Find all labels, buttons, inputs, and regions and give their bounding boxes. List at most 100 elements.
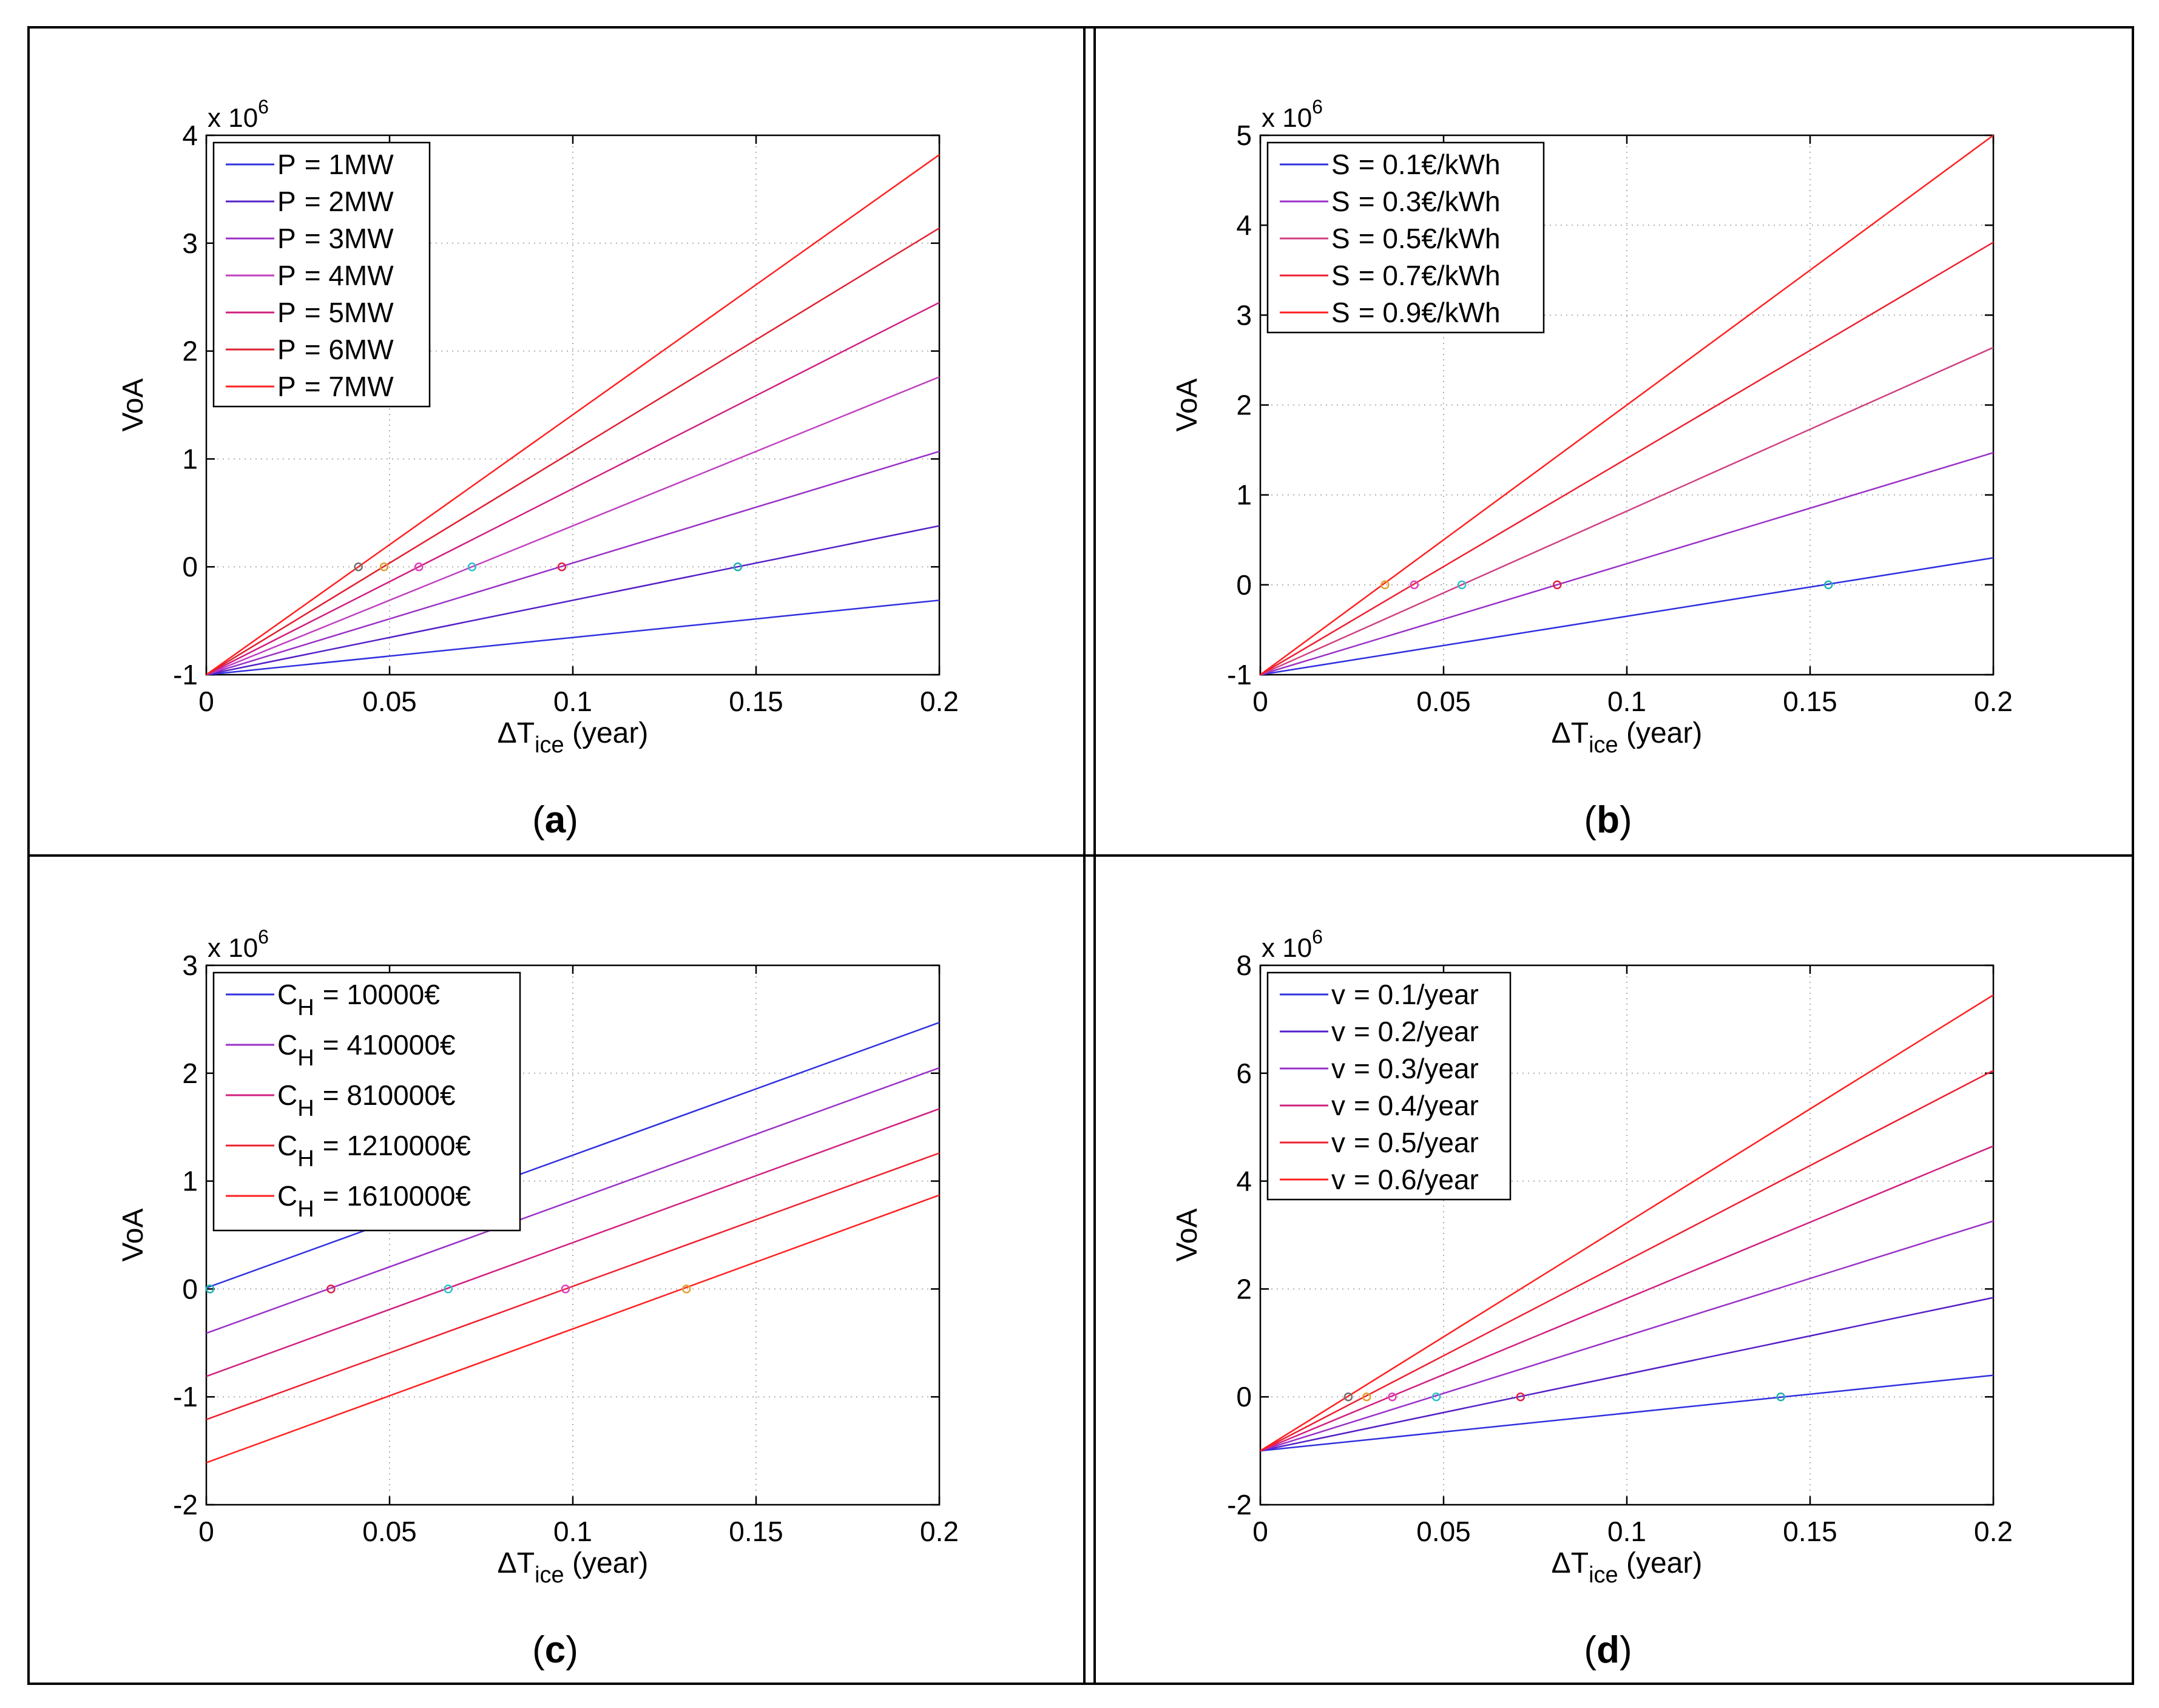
y-tick-label: 0: [182, 551, 198, 582]
legend-symbol: S: [1331, 297, 1350, 328]
legend-symbol: S: [1331, 186, 1350, 217]
legend: S = 0.1€/kWh S = 0.3€/kWh S = 0.5€/kWh S = 0.7€…: [1266, 141, 1545, 334]
legend-label: = 0.7€/kWh: [1359, 260, 1501, 291]
legend-entry: CH = 1210000€: [277, 1130, 471, 1172]
legend-label: = 0.5€/kWh: [1359, 223, 1501, 254]
legend-label: = 0.3€/kWh: [1359, 186, 1501, 217]
x-tick-label: 0.15: [1783, 1516, 1837, 1547]
x-axis-label-main: ΔT: [1552, 1547, 1589, 1579]
y-tick-label: 3: [182, 950, 198, 981]
y-axis-label: VoA: [117, 1208, 149, 1261]
legend-label: = 4MW: [305, 260, 394, 291]
legend-label: = 3MW: [305, 223, 394, 254]
legend-label: = 7MW: [305, 371, 394, 402]
legend-symbol: v: [1331, 1016, 1345, 1047]
series-line-1: [1260, 557, 1994, 676]
legend-label: = 810000€: [323, 1079, 456, 1111]
y-tick-label: 0: [1236, 569, 1252, 601]
caption-letter: a: [545, 799, 566, 841]
legend-label: = 5MW: [305, 297, 394, 328]
legend-box: [212, 971, 521, 1232]
legend-symbol: v: [1331, 1090, 1345, 1121]
legend-entry: S = 0.5€/kWh: [1331, 223, 1501, 254]
series-marker-4: [467, 562, 477, 572]
legend-symbol: S: [1331, 223, 1350, 254]
legend-label: = 0.4/year: [1354, 1090, 1479, 1121]
y-tick-label: 1: [182, 443, 198, 474]
x-axis-label: ΔTice (year): [498, 1547, 649, 1588]
series-marker-2: [733, 562, 743, 572]
caption-letter: b: [1596, 799, 1620, 841]
x-axis-label-unit: (year): [1618, 717, 1703, 749]
series-line-3: [1260, 1220, 1994, 1452]
x-axis-label-unit: (year): [564, 717, 649, 749]
figure-border: [27, 26, 2134, 1685]
y-tick-label: -2: [173, 1489, 198, 1521]
exponent-label: x 106: [1262, 96, 1323, 133]
x-axis-label: ΔTice (year): [1552, 717, 1703, 758]
legend-entry: CH = 10000€: [277, 979, 440, 1021]
series-marker-2: [1552, 580, 1562, 590]
legend-entry: CH = 810000€: [277, 1079, 455, 1121]
series-line-2: [206, 525, 940, 676]
caption-close-paren: ): [566, 1629, 578, 1671]
exponent-base: x 10: [1262, 103, 1312, 133]
series-line-6: [1260, 994, 1994, 1452]
legend-symbol: C: [277, 1130, 297, 1161]
x-tick-label: 0.05: [1416, 1516, 1471, 1547]
series-line-5: [206, 1194, 940, 1463]
series-line-6: [206, 227, 940, 676]
x-axis-label-main: ΔT: [498, 717, 535, 749]
x-tick-label: 0.2: [920, 686, 959, 717]
x-axis-label: ΔTice (year): [1552, 1547, 1703, 1588]
series-line-1: [206, 599, 940, 676]
series-marker-6: [1343, 1392, 1353, 1402]
legend-label: = 0.2/year: [1354, 1016, 1479, 1047]
y-tick-label: 4: [1236, 1166, 1252, 1197]
legend-subscript: H: [297, 1096, 314, 1121]
x-axis-label-main: ΔT: [1552, 717, 1589, 749]
legend-subscript: H: [297, 995, 314, 1021]
legend-subscript: H: [297, 1045, 314, 1071]
x-axis-label-main: ΔT: [498, 1547, 535, 1579]
legend-entry: P = 3MW: [277, 223, 394, 254]
y-tick-label: -1: [173, 1381, 198, 1413]
legend-symbol: C: [277, 1079, 297, 1111]
series-line-2: [206, 1067, 940, 1334]
legend-entry: S = 0.3€/kWh: [1331, 186, 1501, 217]
x-tick-label: 0.05: [362, 1516, 417, 1547]
legend-symbol: C: [277, 979, 297, 1010]
legend-symbol: v: [1331, 1127, 1345, 1158]
legend-symbol: P: [277, 260, 296, 291]
panel-caption: (c): [532, 1629, 578, 1671]
x-tick-label: 0.05: [1416, 686, 1471, 717]
series-marker-1: [1776, 1392, 1785, 1402]
x-tick-label: 0.2: [1974, 1516, 2013, 1547]
x-axis-label-sub: ice: [1589, 1562, 1618, 1588]
legend-symbol: P: [277, 186, 296, 217]
legend-entry: P = 1MW: [277, 149, 394, 180]
legend-entry: v = 0.4/year: [1331, 1090, 1479, 1121]
series-marker-2: [1516, 1392, 1525, 1402]
y-tick-label: -2: [1227, 1489, 1252, 1521]
legend-entry: CH = 410000€: [277, 1029, 455, 1071]
series-line-4: [1260, 241, 1994, 676]
x-tick-label: 0.1: [553, 1516, 592, 1547]
y-tick-label: 3: [1236, 299, 1252, 331]
y-tick-label: 0: [1236, 1381, 1252, 1413]
legend: v = 0.1/year v = 0.2/year v = 0.3/year v = 0.4/…: [1266, 971, 1512, 1201]
x-tick-label: 0.2: [1974, 686, 2013, 717]
x-tick-label: 0: [1252, 686, 1268, 717]
legend-label: = 0.1€/kWh: [1359, 149, 1501, 180]
caption-open-paren: (: [532, 799, 545, 841]
panel-c: 0 0.05 0.1 0.15 0.2 -2 -1 0 1 2 3 x 106 VoA ΔTice (ye…: [117, 926, 959, 1671]
x-tick-label: 0.15: [729, 1516, 783, 1547]
y-tick-label: 2: [1236, 390, 1252, 421]
legend-entry: v = 0.2/year: [1331, 1016, 1479, 1047]
x-tick-label: 0: [198, 1516, 214, 1547]
legend-entry: P = 2MW: [277, 186, 394, 217]
legend-label: = 1610000€: [323, 1180, 471, 1212]
series-marker-6: [379, 562, 389, 572]
